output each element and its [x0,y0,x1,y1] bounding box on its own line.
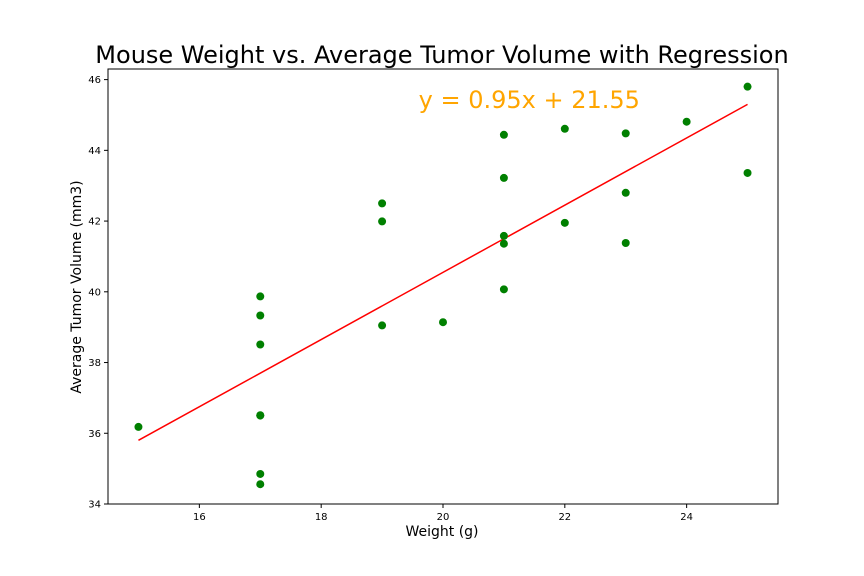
x-axis-label: Weight (g) [405,524,478,540]
data-point [499,239,508,248]
regression-line-group [138,103,748,441]
x-tick-label: 24 [680,512,693,523]
x-tick-label: 16 [193,512,206,523]
data-point [621,129,630,138]
regression-equation: y = 0.95x + 21.55 [419,86,640,114]
x-tick-label: 22 [558,512,571,523]
data-point [743,82,752,91]
data-point [560,124,569,133]
y-tick-label: 34 [88,500,101,511]
y-tick-label: 46 [88,75,101,86]
data-point [378,217,387,226]
data-point [499,130,508,139]
data-point [256,480,265,489]
data-point [560,218,569,227]
x-tick-label: 20 [437,512,450,523]
data-point [743,168,752,177]
y-tick-label: 42 [88,217,101,228]
data-point [256,411,265,420]
plot-area [107,68,779,505]
data-point [256,292,265,301]
data-point [134,422,143,431]
data-point [256,469,265,478]
y-tick-label: 36 [88,429,101,440]
data-point [499,173,508,182]
data-point [378,321,387,330]
y-tick-label: 44 [88,146,101,157]
data-point [378,199,387,208]
data-point [621,239,630,247]
data-point [439,318,447,327]
x-tick-label: 18 [315,512,328,523]
data-point [499,231,508,240]
y-axis-label: Average Tumor Volume (mm3) [69,180,85,393]
regression-line [138,103,748,441]
scatter-points [134,82,752,489]
data-point [499,285,508,294]
data-point [256,311,265,320]
x-axis: 16 18 20 22 24 [193,504,693,523]
plot-frame [107,68,779,505]
chart-title: Mouse Weight vs. Average Tumor Volume wi… [95,41,788,69]
data-point [256,340,265,349]
data-point [621,188,630,197]
y-tick-label: 40 [88,287,101,298]
y-axis: 34 36 38 40 42 44 46 [88,75,108,511]
y-tick-label: 38 [88,358,101,369]
data-point [682,117,691,126]
